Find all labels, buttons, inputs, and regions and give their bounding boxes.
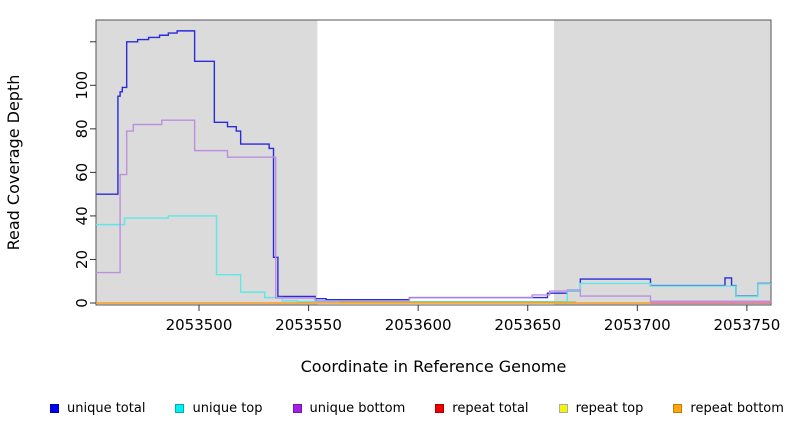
repeat-region-band bbox=[96, 20, 318, 305]
legend-label-unique-bottom: unique bottom bbox=[309, 400, 406, 416]
plot-box bbox=[95, 19, 772, 306]
x-tick-label: 2053700 bbox=[604, 316, 671, 334]
x-tick-label: 2053500 bbox=[166, 316, 233, 334]
series-line-unique-total bbox=[96, 30, 771, 301]
repeat-region-band bbox=[554, 20, 771, 305]
y-tick-label: 20 bbox=[73, 250, 91, 269]
x-tick-label: 2053750 bbox=[713, 316, 780, 334]
chart-legend: unique total unique top unique bottom repea… bbox=[50, 397, 784, 419]
y-tick-label: 60 bbox=[73, 163, 91, 182]
y-axis-title: Read Coverage Depth bbox=[4, 74, 23, 251]
y-tick-label: 0 bbox=[73, 298, 91, 308]
legend-item-unique-total: unique total bbox=[50, 401, 145, 416]
legend-label-repeat-top: repeat top bbox=[575, 400, 644, 416]
legend-item-repeat-bottom: repeat bottom bbox=[673, 401, 784, 416]
legend-label-repeat-bottom: repeat bottom bbox=[690, 400, 784, 416]
legend-swatch-unique-top bbox=[175, 403, 185, 413]
legend-swatch-repeat-top bbox=[558, 403, 568, 413]
legend-swatch-repeat-total bbox=[435, 403, 445, 413]
series-line-unique-top bbox=[96, 215, 771, 303]
series-line-unique-bottom bbox=[96, 119, 771, 302]
y-tick-label: 100 bbox=[73, 71, 91, 100]
x-tick-label: 2053550 bbox=[275, 316, 342, 334]
legend-swatch-repeat-bottom bbox=[673, 403, 683, 413]
y-tick-label: 80 bbox=[73, 119, 91, 138]
x-tick-label: 2053650 bbox=[494, 316, 561, 334]
legend-label-repeat-total: repeat total bbox=[452, 400, 529, 416]
legend-swatch-unique-total bbox=[50, 403, 59, 413]
y-tick-label: 40 bbox=[73, 206, 91, 225]
coverage-plot: 2053500 2053550 2053600 2053650 2053700 20537… bbox=[73, 19, 780, 334]
legend-item-unique-top: unique top bbox=[175, 400, 263, 416]
legend-item-repeat-top: repeat top bbox=[558, 400, 644, 416]
x-axis-title: Coordinate in Reference Genome bbox=[300, 357, 567, 376]
legend-item-unique-bottom: unique bottom bbox=[292, 400, 406, 416]
legend-label-unique-top: unique top bbox=[192, 400, 263, 416]
legend-swatch-unique-bottom bbox=[292, 403, 302, 413]
x-tick-label: 2053600 bbox=[385, 316, 452, 334]
legend-item-repeat-total: repeat total bbox=[435, 400, 529, 416]
legend-label-unique-total: unique total bbox=[67, 400, 146, 416]
